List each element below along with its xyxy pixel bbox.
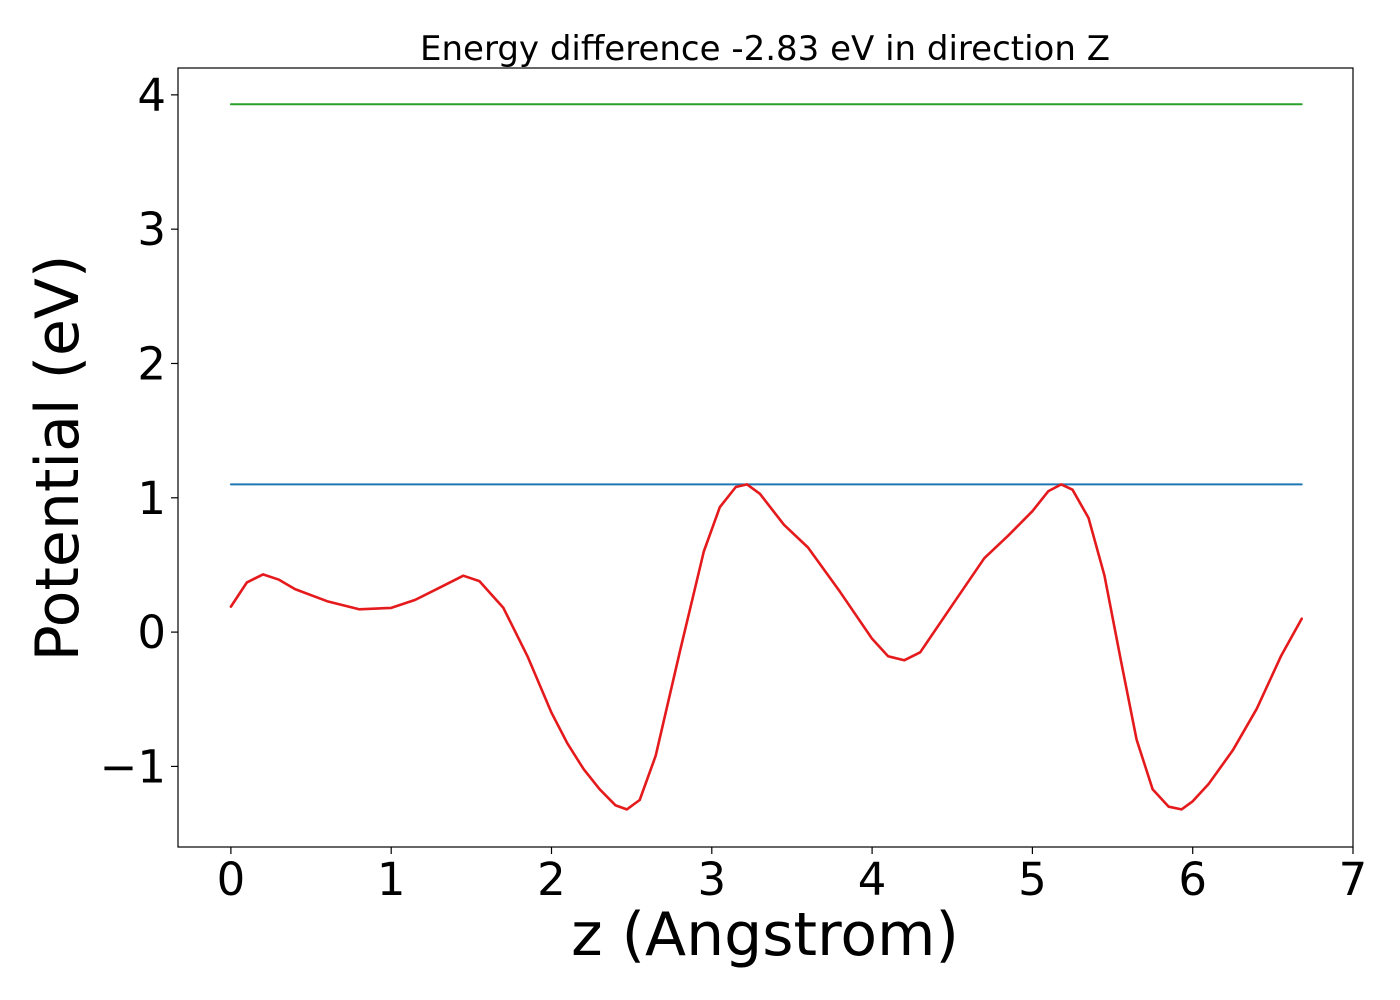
x-tick-label: 5: [1018, 853, 1047, 906]
y-tick-label: 3: [137, 203, 166, 256]
y-tick-label: −1: [100, 740, 166, 793]
x-tick-label: 6: [1178, 853, 1207, 906]
y-tick-label: 0: [137, 606, 166, 659]
x-tick-label: 7: [1339, 853, 1368, 906]
x-tick-label: 2: [537, 853, 566, 906]
x-tick-label: 1: [377, 853, 406, 906]
x-tick-label: 0: [217, 853, 246, 906]
chart-title: Energy difference -2.83 eV in direction …: [420, 29, 1110, 69]
x-tick-label: 4: [858, 853, 887, 906]
y-axis: −1 0 1 2 3 4: [100, 69, 178, 793]
series-layer: [229, 103, 1303, 811]
x-axis: 0 1 2 3 4 5 6 7: [217, 847, 1368, 906]
series-line-red: [229, 483, 1303, 811]
y-tick-label: 4: [137, 69, 166, 122]
x-axis-label: z (Angstrom): [571, 900, 959, 970]
y-tick-label: 2: [137, 337, 166, 390]
plot-frame: [177, 67, 1354, 848]
y-tick-label: 1: [137, 472, 166, 525]
y-axis-label: Potential (eV): [23, 255, 93, 662]
x-tick-label: 3: [697, 853, 726, 906]
